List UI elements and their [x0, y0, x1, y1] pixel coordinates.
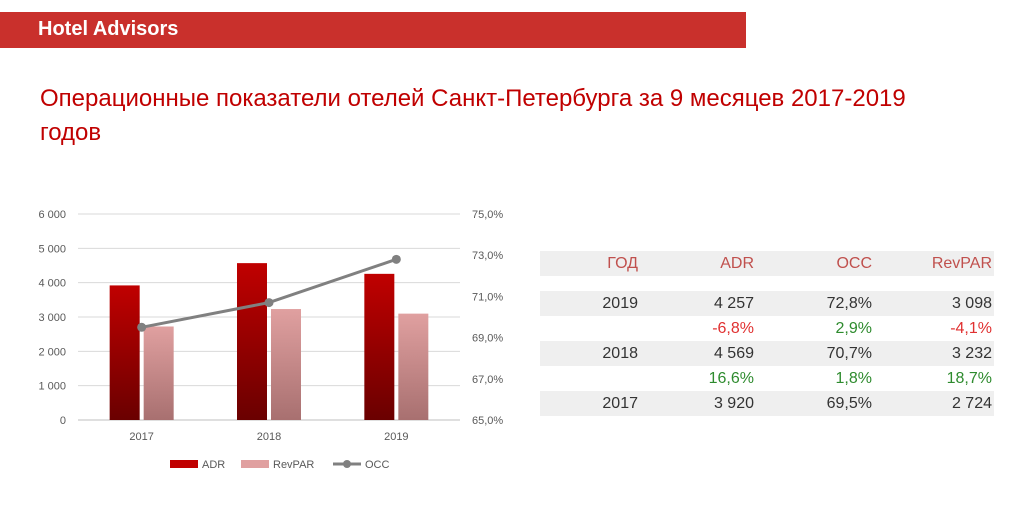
- y-left-tick-label: 4 000: [38, 278, 66, 290]
- cell-revpar: 2 724: [874, 391, 994, 416]
- cell-revpar: 3 232: [874, 341, 994, 366]
- y-right-tick-label: 75,0%: [472, 209, 503, 221]
- header-revpar: RevPAR: [874, 251, 994, 276]
- table-row: 2018 4 569 70,7% 3 232: [540, 341, 994, 366]
- cell-revpar: 3 098: [874, 291, 994, 316]
- y-left-tick-label: 2 000: [38, 346, 66, 358]
- cell-adr-change: 16,6%: [708, 369, 754, 387]
- bar-revpar: [271, 309, 301, 420]
- cell-revpar-change: -4,1%: [950, 319, 992, 337]
- cell-adr: 4 569: [640, 341, 756, 366]
- cell-year: [540, 366, 640, 391]
- bar-revpar: [398, 313, 429, 420]
- y-right-tick-label: 65,0%: [472, 415, 503, 427]
- cell-adr: 3 920: [640, 391, 756, 416]
- y-left-tick-label: 5 000: [38, 243, 66, 255]
- table-row-change: 16,6% 1,8% 18,7%: [540, 366, 994, 391]
- y-right-tick-label: 69,0%: [472, 333, 503, 345]
- cell-occ: 70,7%: [756, 341, 874, 366]
- header-adr: ADR: [640, 251, 756, 276]
- combo-chart: 0 1 000 2 000 3 000 4 000 5 000 6 000 65,0% 67,0…: [38, 209, 503, 471]
- y-right-tick-label: 67,0%: [472, 374, 503, 386]
- y-left-tick-label: 0: [60, 415, 66, 427]
- cell-occ-change: 1,8%: [835, 369, 872, 387]
- brand-name: Hotel Advisors: [38, 18, 179, 40]
- y-right-tick-label: 73,0%: [472, 250, 503, 262]
- legend-label: RevPAR: [273, 459, 314, 471]
- cell-revpar-change: 18,7%: [946, 369, 992, 387]
- brand-bar: Hotel Advisors: [0, 12, 746, 48]
- cell-adr-change: -6,8%: [712, 319, 754, 337]
- cell-occ: 72,8%: [756, 291, 874, 316]
- cell-adr: 4 257: [640, 291, 756, 316]
- stats-table: ГОД ADR OCC RevPAR 2019 4 257 72,8% 3 09…: [540, 251, 994, 416]
- legend-label: OCC: [365, 459, 390, 471]
- y-left-tick-label: 1 000: [38, 381, 66, 393]
- page-title: Операционные показатели отелей Санкт-Пет…: [40, 85, 906, 146]
- x-tick-label: 2017: [129, 431, 153, 443]
- header-occ: OCC: [756, 251, 874, 276]
- bar-adr: [109, 285, 140, 420]
- y-right-tick-label: 71,0%: [472, 291, 503, 303]
- bar-adr: [364, 273, 395, 420]
- legend-label: ADR: [202, 459, 225, 471]
- y-left-tick-label: 6 000: [38, 209, 66, 221]
- y-left-tick-label: 3 000: [38, 312, 66, 324]
- table-row: 2019 4 257 72,8% 3 098: [540, 291, 994, 316]
- table-row: 2017 3 920 69,5% 2 724: [540, 391, 994, 416]
- cell-year: [540, 316, 640, 341]
- table-spacer: [540, 276, 994, 291]
- legend-swatch-adr: [170, 460, 198, 468]
- cell-year: 2019: [540, 291, 640, 316]
- occ-point: [264, 298, 274, 308]
- cell-year: 2017: [540, 391, 640, 416]
- legend-swatch-revpar: [241, 460, 269, 468]
- cell-year: 2018: [540, 341, 640, 366]
- table-row-change: -6,8% 2,9% -4,1%: [540, 316, 994, 341]
- cell-occ-change: 2,9%: [835, 319, 872, 337]
- x-tick-label: 2019: [384, 431, 408, 443]
- occ-point: [137, 322, 147, 332]
- bar-adr: [237, 263, 267, 420]
- cell-occ: 69,5%: [756, 391, 874, 416]
- legend-swatch-occ-dot: [343, 460, 351, 468]
- x-tick-label: 2018: [257, 431, 281, 443]
- header-year: ГОД: [540, 251, 640, 276]
- occ-point: [391, 254, 401, 264]
- table-header-row: ГОД ADR OCC RevPAR: [540, 251, 994, 276]
- bar-revpar: [143, 326, 174, 420]
